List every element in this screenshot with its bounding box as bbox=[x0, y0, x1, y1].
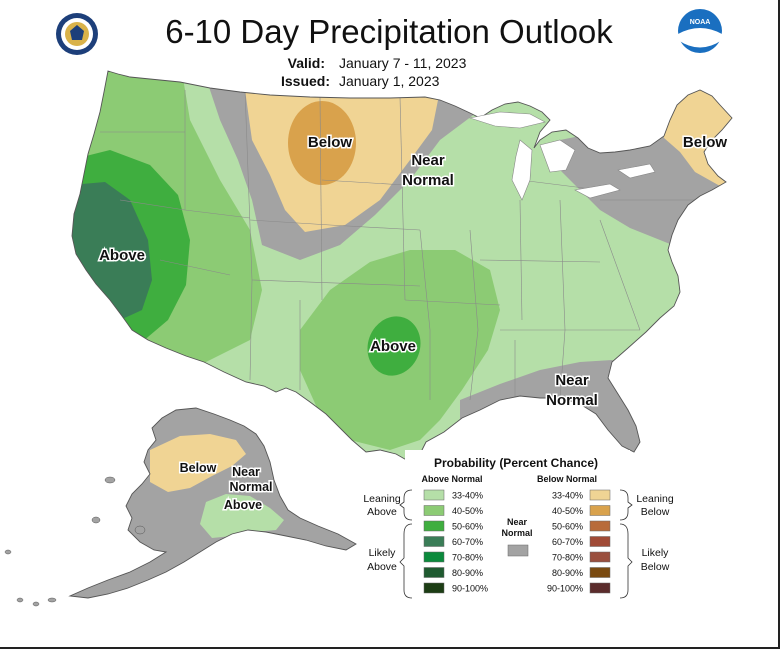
legend-below-label-0: 33-40% bbox=[552, 491, 583, 501]
issued-label: Issued: bbox=[281, 73, 330, 89]
label-southeast-near: Near bbox=[555, 372, 589, 389]
legend-above-label-4: 70-80% bbox=[452, 553, 483, 563]
legend-above-swatches: 33-40% 40-50% 50-60% 60-70% 70-80% 80-90% 90-1… bbox=[423, 489, 488, 594]
legend-above-label-2: 50-60% bbox=[452, 522, 483, 532]
alaska-above-area bbox=[200, 494, 284, 538]
label-alaska-normal: Normal bbox=[229, 480, 272, 494]
legend-above-label-5: 80-90% bbox=[452, 568, 483, 578]
valid-dates: January 7 - 11, 2023 bbox=[339, 55, 467, 71]
label-lakes-near: Near bbox=[411, 152, 445, 169]
great-lakes bbox=[468, 111, 656, 201]
page-title: 6-10 Day Precipitation Outlook bbox=[165, 13, 613, 50]
legend-above-swatch-2 bbox=[423, 520, 445, 532]
legend-leaning-below-2: Below bbox=[641, 506, 670, 518]
legend-above-label-0: 33-40% bbox=[452, 491, 483, 501]
issued-date: January 1, 2023 bbox=[339, 73, 440, 89]
noaa-logo-icon: NOAA bbox=[678, 9, 722, 53]
legend-likely-above-1: Likely bbox=[369, 547, 397, 559]
alaska-below-area bbox=[150, 434, 246, 492]
legend-leaning-above-1: Leaning bbox=[363, 493, 401, 505]
legend-above-swatch-3 bbox=[423, 536, 445, 547]
label-lakes-normal: Normal bbox=[402, 172, 454, 189]
legend-above-swatch-4 bbox=[423, 551, 445, 563]
label-alaska-near: Near bbox=[232, 465, 260, 479]
legend-below-label-3: 60-70% bbox=[552, 537, 583, 547]
label-new-england-below: Below bbox=[683, 134, 728, 151]
northern-plains-below-40-area bbox=[288, 101, 356, 185]
legend-title: Probability (Percent Chance) bbox=[434, 456, 598, 470]
legend-likely-below-1: Likely bbox=[642, 547, 670, 559]
label-south-above: Above bbox=[370, 338, 416, 355]
legend-below-swatch-5 bbox=[589, 567, 611, 578]
legend-below-label-4: 70-80% bbox=[552, 553, 583, 563]
legend-near-swatch bbox=[507, 544, 529, 557]
alaska-map bbox=[4, 407, 357, 607]
legend-leaning-above-2: Above bbox=[367, 506, 397, 518]
legend-likely-above-2: Above bbox=[367, 561, 397, 573]
conus-outline bbox=[71, 70, 733, 469]
new-england-below-area bbox=[660, 71, 732, 190]
legend-below-label-6: 90-100% bbox=[547, 584, 583, 594]
legend-below-swatch-2 bbox=[589, 520, 611, 532]
legend-below-swatch-1 bbox=[589, 505, 611, 516]
label-west-above: Above bbox=[99, 247, 145, 264]
legend-brace-likely-above bbox=[399, 523, 413, 599]
legend-below-swatch-4 bbox=[589, 551, 611, 563]
legend-likely-below-2: Below bbox=[641, 561, 670, 573]
legend-above-header: Above Normal bbox=[421, 474, 482, 484]
legend-near-label-1: Near bbox=[507, 517, 528, 527]
legend-near-label-2: Normal bbox=[501, 528, 532, 538]
legend-below-swatch-3 bbox=[589, 536, 611, 547]
southern-plains-above-50-area bbox=[367, 316, 421, 376]
label-southeast-normal: Normal bbox=[546, 392, 598, 409]
alaska-outline bbox=[68, 407, 357, 599]
label-alaska-above: Above bbox=[224, 498, 262, 512]
legend-below-label-2: 50-60% bbox=[552, 522, 583, 532]
doc-seal-icon bbox=[56, 13, 98, 55]
legend-above-swatch-0 bbox=[423, 489, 445, 501]
legend-above-swatch-1 bbox=[423, 505, 445, 516]
valid-label: Valid: bbox=[288, 55, 325, 71]
legend-below-swatches: 33-40% 40-50% 50-60% 60-70% 70-80% 80-90% 90-1… bbox=[547, 489, 611, 594]
label-plains-below: Below bbox=[308, 134, 353, 151]
legend-below-label-5: 80-90% bbox=[552, 568, 583, 578]
legend-above-label-3: 60-70% bbox=[452, 537, 483, 547]
label-alaska-below: Below bbox=[180, 461, 217, 475]
legend-above-swatch-6 bbox=[423, 582, 445, 594]
legend: Probability (Percent Chance) Above Norma… bbox=[363, 450, 674, 605]
legend-below-swatch-0 bbox=[589, 489, 611, 501]
legend-brace-leaning-above bbox=[399, 489, 413, 521]
legend-brace-leaning-below bbox=[619, 489, 633, 521]
legend-brace-likely-below bbox=[619, 523, 633, 599]
legend-above-label-1: 40-50% bbox=[452, 506, 483, 516]
legend-above-swatch-5 bbox=[423, 567, 445, 578]
legend-below-header: Below Normal bbox=[537, 474, 597, 484]
legend-below-swatch-6 bbox=[589, 582, 611, 594]
alaska-islands bbox=[4, 476, 146, 607]
legend-above-label-6: 90-100% bbox=[452, 584, 488, 594]
legend-leaning-below-1: Leaning bbox=[636, 493, 674, 505]
noaa-logo-text: NOAA bbox=[690, 19, 711, 26]
legend-below-label-1: 40-50% bbox=[552, 506, 583, 516]
